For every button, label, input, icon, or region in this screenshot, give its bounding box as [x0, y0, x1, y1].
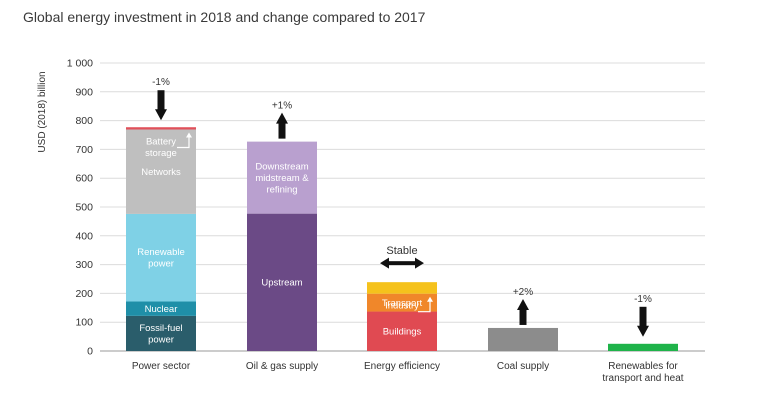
segment-label: Downstream midstream & refining	[255, 161, 309, 195]
x-tick-label: Renewables for transport and heat	[602, 361, 683, 384]
change-label: +2%	[513, 287, 533, 298]
arrow-down-icon	[155, 109, 167, 121]
y-tick-label: 600	[75, 173, 93, 185]
bar-segment	[126, 315, 196, 351]
y-axis-ticks: 0 100 200 300 400 500 600 700 800 900 1 000	[67, 58, 93, 358]
arrow-up-icon	[276, 112, 288, 124]
segment-label: Upstream	[261, 278, 302, 289]
arrow-down-shaft	[157, 90, 165, 111]
bar-segment	[608, 343, 678, 351]
leader-line	[177, 135, 190, 149]
arrow-down-shaft	[639, 306, 647, 327]
change-label: -1%	[634, 294, 652, 305]
bar-segment	[367, 311, 437, 351]
arrow-down-icon	[637, 325, 649, 337]
chart-title: Global energy investment in 2018 and cha…	[23, 9, 426, 25]
leader-arrow-icon	[186, 132, 192, 138]
segment-label: Industry	[385, 301, 419, 312]
bar-segment	[126, 301, 196, 316]
x-tick-label: Power sector	[132, 361, 191, 372]
change-label: +1%	[272, 101, 292, 112]
x-axis-labels: Power sector Oil & gas supply Energy effic…	[132, 361, 684, 384]
arrow-right-icon	[415, 257, 424, 269]
arrow-up-icon	[517, 298, 529, 310]
bar-segment	[488, 327, 558, 351]
arrow-up-shaft	[519, 308, 527, 325]
bar-segment	[367, 282, 437, 294]
change-label: -1%	[152, 77, 170, 88]
bar-segment	[126, 129, 196, 214]
bar-segment	[126, 127, 196, 130]
x-tick-label: Energy efficiency	[364, 361, 440, 372]
x-tick-label: Oil & gas supply	[246, 361, 318, 372]
arrow-up-shaft	[278, 122, 286, 139]
segment-label: Fossil-fuel power	[139, 323, 182, 346]
y-tick-label: 500	[75, 202, 93, 214]
y-tick-label: 300	[75, 259, 93, 271]
bars: Fossil-fuel power Nuclear Renewable power Net…	[126, 127, 678, 351]
leader-arrow-icon	[427, 296, 433, 302]
y-tick-label: 0	[87, 346, 93, 358]
y-tick-label: 900	[75, 86, 93, 98]
bar-segment	[367, 293, 437, 312]
x-tick-label: Coal supply	[497, 361, 549, 372]
segment-label: Renewable power	[137, 247, 185, 270]
y-tick-label: 800	[75, 115, 93, 127]
y-tick-label: 700	[75, 144, 93, 156]
y-tick-label: 100	[75, 317, 93, 329]
change-label: Stable	[386, 245, 417, 257]
bar-segment	[247, 213, 317, 351]
y-tick-label: 200	[75, 288, 93, 300]
leader-line	[418, 299, 431, 313]
segment-label: Buildings	[383, 327, 422, 338]
bar-segment	[126, 213, 196, 302]
segment-label: Networks	[141, 167, 181, 178]
bar-segment	[247, 141, 317, 214]
change-annotations: -1% +1% Stable +2% -1%	[152, 77, 652, 337]
y-tick-label: 1 000	[67, 58, 93, 70]
arrow-shaft	[388, 261, 416, 266]
segment-label: Battery storage	[145, 137, 177, 160]
segment-label: Nuclear	[145, 304, 178, 315]
y-axis-label: USD (2018) billion	[37, 71, 48, 152]
arrow-left-icon	[380, 257, 389, 269]
segment-label: Transport	[382, 298, 423, 309]
y-tick-label: 400	[75, 230, 93, 242]
